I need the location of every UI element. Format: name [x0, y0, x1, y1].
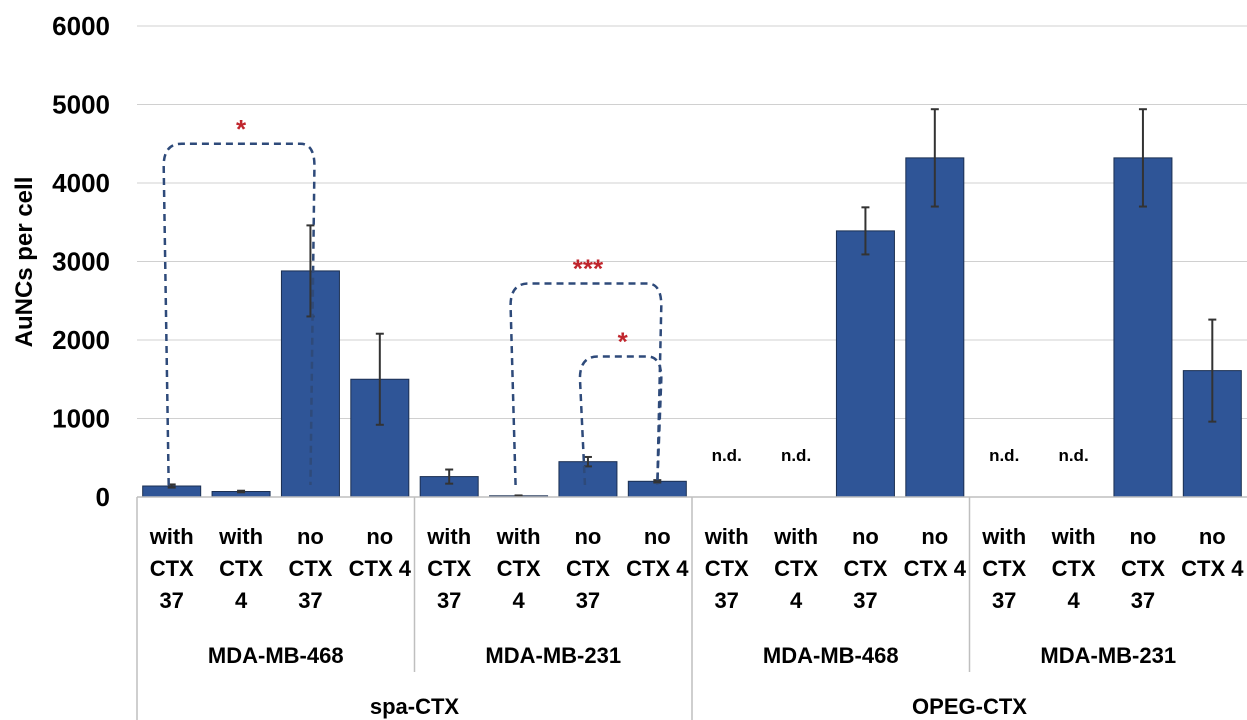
category-label: 37: [298, 588, 322, 613]
category-labels: with CTX 37 with CTX 4 no CTX 37 no CTX 4 with CTX 37…: [149, 524, 1245, 613]
not-detected-labels: n.d. n.d. n.d. n.d.: [712, 446, 1089, 465]
y-axis-ticks: 0 1000 2000 3000 4000 5000 6000: [52, 11, 110, 512]
construct-label: OPEG-CTX: [912, 694, 1027, 719]
category-label: CTX: [288, 556, 332, 581]
y-axis-label: AuNCs per cell: [11, 177, 38, 348]
category-label: CTX: [497, 556, 541, 581]
y-tick-label: 2000: [52, 325, 110, 355]
cell-line-label: MDA-MB-231: [485, 643, 621, 668]
category-label: no: [1129, 524, 1156, 549]
category-label: no: [366, 524, 393, 549]
category-label: CTX: [427, 556, 471, 581]
bar: [1113, 157, 1173, 498]
category-label: CTX: [1121, 556, 1165, 581]
construct-label: spa-CTX: [370, 694, 460, 719]
category-label: 4: [512, 588, 525, 613]
category-label: CTX 4: [904, 556, 967, 581]
category-label: with: [426, 524, 471, 549]
bar: [835, 230, 895, 498]
not-detected-label: n.d.: [1058, 446, 1088, 465]
category-label: with: [149, 524, 194, 549]
not-detected-label: n.d.: [989, 446, 1019, 465]
significance-bracket: [509, 282, 663, 486]
category-label: 37: [853, 588, 877, 613]
category-label: no: [574, 524, 601, 549]
category-label: 4: [790, 588, 803, 613]
bar: [627, 480, 687, 498]
category-label: with: [981, 524, 1026, 549]
y-tick-label: 1000: [52, 404, 110, 434]
category-label: with: [704, 524, 749, 549]
y-tick-label: 4000: [52, 168, 110, 198]
category-label: 37: [992, 588, 1016, 613]
category-label: no: [644, 524, 671, 549]
category-label: CTX 4: [626, 556, 689, 581]
y-tick-label: 3000: [52, 247, 110, 277]
bar: [905, 157, 965, 498]
category-label: 4: [1067, 588, 1080, 613]
not-detected-label: n.d.: [712, 446, 742, 465]
not-detected-label: n.d.: [781, 446, 811, 465]
y-tick-label: 0: [96, 482, 110, 512]
y-tick-label: 5000: [52, 90, 110, 120]
category-label: no: [852, 524, 879, 549]
category-label: 37: [714, 588, 738, 613]
category-label: no: [297, 524, 324, 549]
category-label: CTX: [1052, 556, 1096, 581]
group-labels: MDA-MB-468 MDA-MB-231 MDA-MB-468 MDA-MB-231…: [208, 643, 1176, 719]
category-label: no: [1199, 524, 1226, 549]
significance-bracket: [162, 142, 316, 486]
bar: [558, 461, 618, 498]
cell-line-label: MDA-MB-468: [763, 643, 899, 668]
category-label: CTX: [774, 556, 818, 581]
significance-brackets: *****: [162, 114, 663, 486]
category-label: with: [496, 524, 541, 549]
category-label: CTX: [219, 556, 263, 581]
category-label: CTX: [150, 556, 194, 581]
category-axis-table: [136, 496, 1247, 720]
significance-marker: *: [618, 326, 629, 356]
category-label: 4: [235, 588, 248, 613]
category-label: 37: [1131, 588, 1155, 613]
category-label: with: [218, 524, 263, 549]
significance-bracket: [578, 355, 663, 486]
category-label: CTX: [843, 556, 887, 581]
cell-line-label: MDA-MB-231: [1040, 643, 1176, 668]
category-label: 37: [576, 588, 600, 613]
category-label: CTX: [982, 556, 1026, 581]
significance-marker: ***: [573, 253, 604, 283]
category-label: CTX 4: [1181, 556, 1244, 581]
category-label: 37: [437, 588, 461, 613]
category-label: with: [1051, 524, 1096, 549]
significance-marker: *: [236, 114, 247, 144]
category-label: 37: [159, 588, 183, 613]
cell-line-label: MDA-MB-468: [208, 643, 344, 668]
category-label: CTX: [566, 556, 610, 581]
y-tick-label: 6000: [52, 11, 110, 41]
category-label: with: [773, 524, 818, 549]
category-label: CTX 4: [349, 556, 412, 581]
error-bars: [167, 108, 1217, 498]
category-label: CTX: [705, 556, 749, 581]
category-label: no: [921, 524, 948, 549]
